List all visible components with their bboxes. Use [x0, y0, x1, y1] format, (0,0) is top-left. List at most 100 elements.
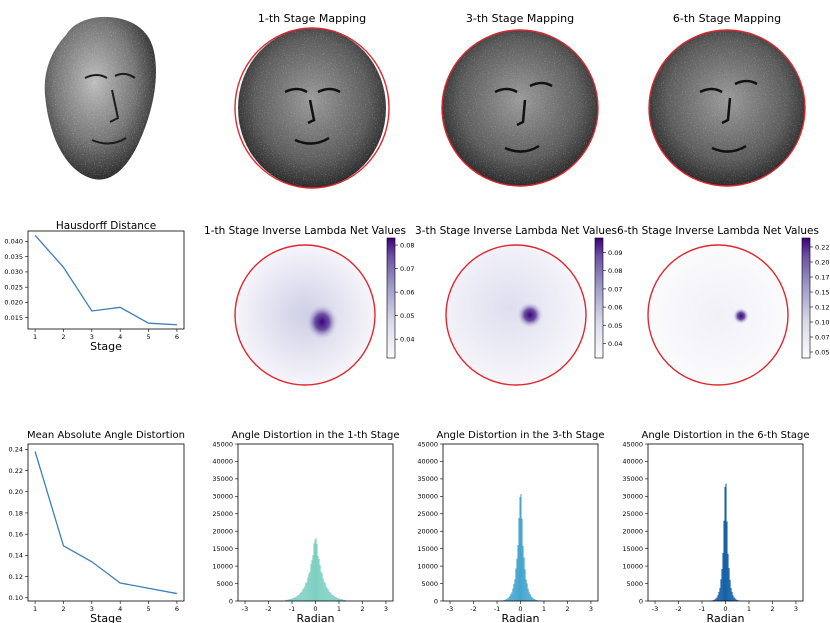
colorbar-tick-label: 0.07 [400, 265, 414, 273]
y-tick-label: 0.015 [4, 314, 23, 322]
y-tick-label: 40000 [212, 458, 233, 466]
histogram-bar [325, 586, 327, 601]
chart-hist6: Angle Distortion in the 6-th Stage -3 -2 -1… [622, 430, 809, 623]
histogram-bar [736, 599, 738, 601]
lambda-panel-stage3: 3-th Stage Inverse Lambda Net Values [415, 225, 617, 386]
histogram-bar [291, 598, 293, 601]
histogram-bar [294, 597, 296, 601]
x-tick-label: 0 [723, 605, 727, 613]
histogram-bar [306, 581, 308, 601]
disk-outline [648, 29, 806, 187]
y-tick-label: 0.020 [4, 299, 23, 307]
x-axis-label: Stage [90, 612, 122, 623]
x-tick-label: -1 [289, 605, 295, 613]
disk-outline [647, 244, 789, 386]
histogram-bar [731, 591, 733, 601]
histogram-bar [292, 598, 294, 601]
histogram-bar [333, 596, 335, 601]
histogram-bar [335, 597, 337, 601]
x-axis-label: Radian [297, 612, 335, 623]
chart-hist3: Angle Distortion in the 3-th Stage -3 -2 -1… [417, 430, 604, 623]
colorbar-tick-label: 0.075 [815, 334, 830, 342]
chart-title: Hausdorff Distance [56, 220, 156, 232]
histogram-bar [297, 595, 299, 601]
histogram-bar [295, 597, 297, 601]
disk-outline [234, 27, 390, 189]
histogram-bar [721, 569, 723, 601]
histogram-bar [304, 586, 306, 601]
histogram-bar [342, 599, 344, 601]
histogram-bar [327, 589, 329, 601]
histogram-bar [520, 494, 522, 601]
histogram-bar [289, 599, 291, 601]
mapping-title-stage1: 1-th Stage Mapping [258, 12, 366, 25]
histogram-bar [506, 599, 508, 601]
y-tick-label: 35000 [622, 475, 643, 483]
colorbar-tick-label: 0.05 [400, 312, 414, 320]
colorbar-tick-label: 0.175 [815, 274, 830, 282]
histogram-bar [733, 597, 735, 601]
disk-outline [441, 29, 599, 187]
histogram-bar [728, 568, 730, 601]
y-tick-label: 0.16 [9, 530, 23, 538]
y-tick-label: 45000 [212, 440, 233, 448]
disk-outline [445, 244, 587, 386]
histogram-bar [339, 599, 341, 601]
x-tick-label: 3 [589, 605, 593, 613]
y-tick-label: 0 [229, 597, 233, 605]
lambda-panel-stage6: 6-th Stage Inverse Lambda Net Values [617, 225, 819, 386]
x-tick-label: -3 [447, 605, 453, 613]
y-tick-label: 20000 [622, 528, 643, 536]
mapping-panel-stage1: 1-th Stage Mapping [234, 12, 390, 189]
x-tick-label: 5 [146, 605, 150, 613]
y-tick-label: 45000 [622, 440, 643, 448]
histogram-bar [314, 539, 316, 601]
histogram-bar [524, 569, 526, 601]
x-tick-label: 2 [770, 605, 774, 613]
colorbar-tick-label: 0.04 [400, 336, 414, 344]
x-tick-label: 3 [794, 605, 798, 613]
histogram-bar [718, 592, 720, 601]
histogram-bar [338, 598, 340, 601]
y-tick-label: 0.20 [9, 488, 23, 496]
histogram-bar [293, 598, 295, 601]
x-tick-label: -2 [470, 605, 476, 613]
x-tick-label: 2 [61, 605, 65, 613]
histogram-bar [734, 598, 736, 601]
y-tick-label: 0.030 [4, 268, 23, 276]
histogram-bar [341, 599, 343, 601]
x-tick-label: -2 [675, 605, 681, 613]
series-line [34, 451, 178, 595]
histogram-bar [507, 598, 509, 601]
histogram-bar [504, 599, 506, 601]
histogram-bar [534, 599, 536, 601]
chart-title: Angle Distortion in the 6-th Stage [642, 430, 810, 441]
mapping-title-stage3: 3-th Stage Mapping [466, 12, 574, 25]
histogram-bar [509, 596, 511, 601]
y-tick-label: 0.14 [9, 552, 23, 560]
histogram-bar [514, 579, 516, 601]
histogram-bar [332, 595, 334, 601]
histogram-bar [316, 543, 318, 601]
histogram-bar [296, 596, 298, 601]
histogram-bar [331, 594, 333, 601]
colorbar-tick-label: 0.08 [400, 242, 414, 250]
histogram-bar [512, 588, 514, 601]
x-tick-label: 5 [146, 333, 150, 341]
y-tick-label: 25000 [212, 510, 233, 518]
histogram-bar [531, 597, 533, 601]
x-tick-label: 2 [61, 333, 65, 341]
histogram-bar [724, 486, 726, 601]
y-tick-label: 0 [434, 597, 438, 605]
chart-title: Angle Distortion in the 3-th Stage [437, 430, 605, 441]
histogram-bar [318, 558, 320, 601]
y-tick-label: 30000 [622, 493, 643, 501]
colorbar-tick-label: 0.200 [815, 259, 830, 267]
histogram-bar [290, 599, 292, 601]
y-tick-label: 5000 [421, 580, 438, 588]
y-tick-label: 0.035 [4, 253, 23, 261]
colorbar-tick-label: 0.09 [608, 249, 622, 257]
histogram-bar [528, 592, 530, 601]
histogram-bar [317, 555, 319, 601]
